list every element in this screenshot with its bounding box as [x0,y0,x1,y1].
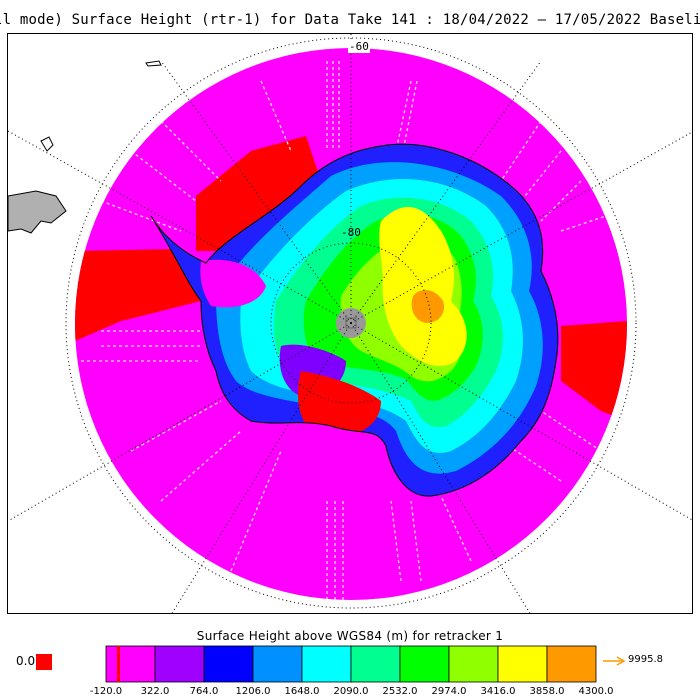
legend-tick-label: 2532.0 [382,686,418,697]
summit-orange [411,289,445,323]
legend-swatch [350,645,401,683]
legend-tick-label: 1648.0 [284,686,320,697]
red-region-east [561,321,627,421]
legend-tick-label: -120.0 [89,686,123,697]
legend-title: Surface Height above WGS84 (m) for retra… [196,629,504,643]
legend-tick-label: 1206.0 [235,686,271,697]
track-stripes [81,61,622,600]
legend-tick-label: 2974.0 [431,686,467,697]
legend-swatch [448,645,499,683]
lat-label-60: -60 [348,40,370,53]
polar-map [8,34,692,613]
graticule [8,34,692,613]
zero-value-label: 0.0 [16,654,36,668]
map-title: ll mode) Surface Height (rtr-1) for Data… [0,12,700,28]
legend-tick-label: 322.0 [140,686,170,697]
legend-tick-label: 4300.0 [578,686,614,697]
legend-swatch [203,645,254,683]
legend-swatch [154,645,205,683]
legend-swatch [301,645,352,683]
antarctica-outline [150,143,559,497]
map-frame: -60 -80 [7,33,693,614]
legend-swatch [546,645,597,683]
legend-tick-label: 3858.0 [529,686,565,697]
max-value-label: 9995.8 [628,654,663,665]
south-america-tip [8,190,67,234]
legend-tick-label: 3416.0 [480,686,516,697]
falkland-islands [40,136,54,152]
lat-label-80: -80 [341,226,361,239]
legend-swatch [399,645,450,683]
color-legend [36,645,626,683]
island-north [145,60,162,67]
zero-swatch [36,654,52,670]
red-region-west [75,249,206,341]
legend-swatch [105,645,156,683]
legend-swatch [252,645,303,683]
legend-zero-marker [117,646,120,682]
legend-swatch [497,645,548,683]
legend-tick-label: 764.0 [189,686,219,697]
overflow-arrow-head [616,656,626,666]
legend-tick-label: 2090.0 [333,686,369,697]
ross-ice-red [297,371,381,437]
